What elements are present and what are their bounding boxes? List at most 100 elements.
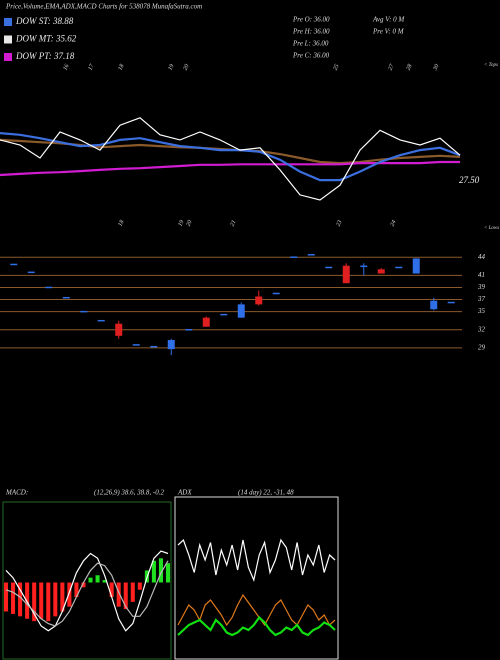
info: Pre L: 36.00 bbox=[292, 40, 329, 48]
panel-params: (12,26,9) 38.6, 38.8, -0.2 bbox=[94, 489, 164, 497]
y-tick-label: 44 bbox=[478, 253, 486, 261]
candle-body bbox=[220, 313, 228, 316]
y-tick-label: 41 bbox=[478, 271, 485, 279]
candle-body bbox=[447, 301, 455, 304]
candle-body bbox=[237, 304, 245, 318]
candle-body bbox=[307, 254, 315, 256]
histogram-bar bbox=[60, 582, 65, 612]
histogram-bar bbox=[151, 560, 156, 583]
series-line bbox=[177, 538, 336, 582]
panel-title: ADX bbox=[177, 489, 192, 497]
top-date: 25 bbox=[333, 63, 341, 71]
lows-label: < Lows bbox=[484, 226, 499, 231]
candle-body bbox=[62, 296, 70, 299]
series-line bbox=[177, 593, 336, 627]
candle-body bbox=[167, 340, 175, 350]
candle-body bbox=[115, 323, 123, 336]
histogram-bar bbox=[116, 582, 121, 607]
candle-body bbox=[132, 344, 140, 346]
top-date: 27 bbox=[388, 63, 396, 72]
y-tick-label: 35 bbox=[477, 307, 486, 315]
top-date: 20 bbox=[183, 63, 191, 71]
top-date: 30 bbox=[432, 63, 440, 72]
series-line bbox=[5, 550, 169, 632]
panel-params: (14 day) 22, -31, 48 bbox=[238, 489, 294, 497]
legend-swatch bbox=[4, 18, 12, 26]
low-date: 18 bbox=[118, 219, 126, 227]
histogram-bar bbox=[95, 575, 100, 583]
histogram-bar bbox=[123, 582, 128, 610]
series-line bbox=[177, 615, 336, 637]
top-date: 18 bbox=[118, 63, 126, 71]
series-line bbox=[0, 117, 461, 201]
histogram-bar bbox=[67, 582, 72, 607]
histogram-bar bbox=[53, 582, 58, 617]
top-date: 19 bbox=[168, 63, 176, 71]
histogram-bar bbox=[137, 582, 142, 590]
histogram-bar bbox=[11, 582, 16, 614]
legend-label: DOW ST: 38.88 bbox=[15, 16, 74, 26]
y-tick-label: 37 bbox=[477, 295, 486, 303]
info: Pre C: 36.00 bbox=[292, 52, 330, 60]
histogram-bar bbox=[81, 582, 86, 588]
y-tick-label: 29 bbox=[478, 344, 486, 352]
panel-frame bbox=[2, 501, 172, 660]
legend-swatch bbox=[4, 35, 12, 44]
histogram-bar bbox=[46, 582, 51, 622]
page-title: Price,Volume,EMA,ADX,MACD Charts for 538… bbox=[5, 3, 202, 11]
top-date: 28 bbox=[406, 63, 414, 71]
panel-frame bbox=[174, 496, 339, 660]
histogram-bar bbox=[109, 582, 114, 597]
candle-body bbox=[185, 329, 193, 331]
histogram-bar bbox=[25, 582, 30, 619]
candle-body bbox=[202, 317, 210, 327]
top-date: 17 bbox=[88, 63, 96, 72]
candle-body bbox=[342, 265, 350, 284]
volume-info: Pre V: 0 M bbox=[372, 28, 405, 36]
low-date: 20 bbox=[186, 219, 194, 227]
series-line bbox=[5, 560, 169, 627]
candle-body bbox=[430, 300, 438, 310]
candle-body bbox=[412, 258, 420, 274]
histogram-bar bbox=[165, 563, 171, 583]
panel-title: MACD: bbox=[5, 489, 28, 497]
volume-info: Avg V: 0 M bbox=[372, 16, 405, 24]
candle-body bbox=[27, 271, 35, 274]
y-tick-label: 39 bbox=[477, 283, 486, 291]
histogram-bar bbox=[74, 582, 79, 597]
histogram-bar bbox=[88, 577, 93, 583]
candle-body bbox=[377, 269, 385, 274]
tops-label: < Tops bbox=[484, 63, 498, 68]
low-date: 24 bbox=[389, 219, 398, 227]
histogram-bar bbox=[32, 582, 37, 622]
low-date: 23 bbox=[336, 219, 344, 227]
candle-body bbox=[272, 292, 280, 295]
candle-body bbox=[395, 266, 403, 269]
last-price: 27.50 bbox=[459, 175, 480, 185]
candle-body bbox=[80, 310, 88, 313]
series-line bbox=[0, 160, 460, 177]
candle-body bbox=[10, 263, 18, 266]
low-date: 19 bbox=[178, 219, 186, 227]
candle-body bbox=[325, 266, 333, 269]
histogram-bar bbox=[102, 580, 107, 583]
low-date: 21 bbox=[230, 219, 238, 227]
y-tick-label: 32 bbox=[477, 325, 486, 333]
candle-body bbox=[97, 319, 105, 322]
legend-label: DOW PT: 37.18 bbox=[15, 51, 75, 61]
series-line bbox=[0, 132, 461, 182]
histogram-bar bbox=[130, 582, 135, 602]
histogram-bar bbox=[3, 582, 9, 612]
info: Pre H: 36.00 bbox=[292, 28, 330, 36]
legend-swatch bbox=[4, 53, 12, 61]
candle-body bbox=[290, 256, 298, 258]
legend-label: DOW MT: 35.62 bbox=[15, 34, 77, 44]
candle-body bbox=[45, 286, 53, 289]
candle-body bbox=[360, 265, 368, 268]
histogram-bar bbox=[158, 558, 163, 583]
histogram-bar bbox=[18, 582, 23, 617]
candle-body bbox=[150, 345, 158, 348]
histogram-bar bbox=[39, 582, 44, 619]
candle-body bbox=[255, 296, 263, 305]
